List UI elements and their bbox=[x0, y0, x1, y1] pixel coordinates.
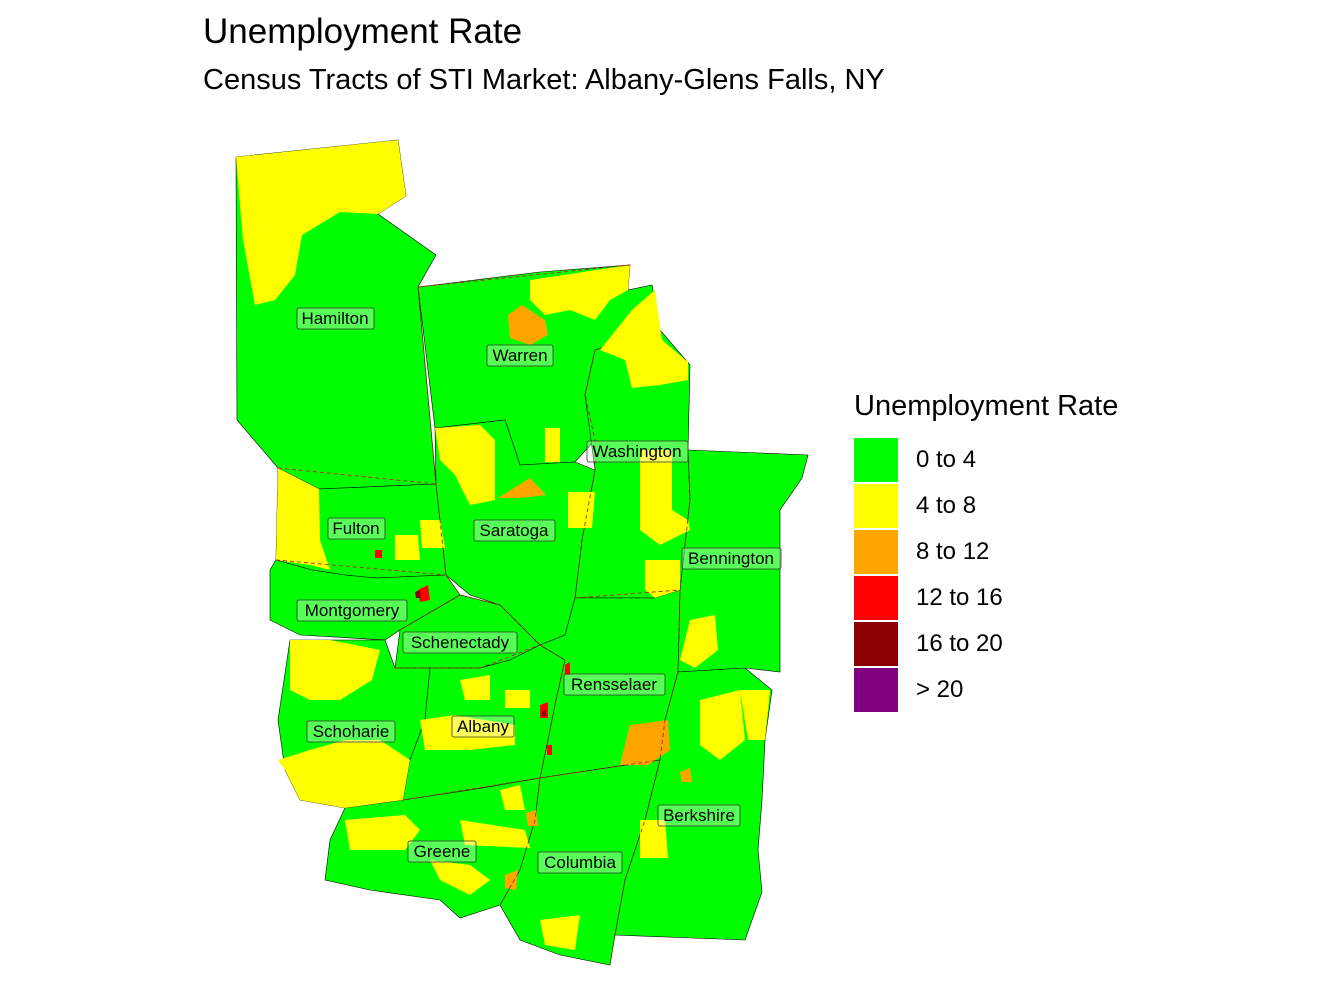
legend-swatch bbox=[854, 668, 898, 712]
svg-text:Rensselaer: Rensselaer bbox=[571, 675, 657, 694]
label-schenectady: Schenectady bbox=[402, 631, 518, 654]
legend-item-12-to-16: 12 to 16 bbox=[854, 575, 1118, 621]
svg-text:Montgomery: Montgomery bbox=[305, 601, 400, 620]
legend-label: > 20 bbox=[916, 676, 964, 703]
map-subtitle: Census Tracts of STI Market: Albany-Glen… bbox=[203, 64, 885, 96]
svg-text:Schoharie: Schoharie bbox=[313, 722, 390, 741]
label-saratoga: Saratoga bbox=[473, 519, 556, 542]
label-rensselaer: Rensselaer bbox=[563, 673, 666, 696]
label-columbia: Columbia bbox=[537, 851, 623, 874]
legend-swatch bbox=[854, 530, 898, 574]
county-borders bbox=[275, 264, 691, 936]
label-bennington: Bennington bbox=[681, 547, 782, 570]
label-montgomery: Montgomery bbox=[296, 599, 408, 622]
legend-swatch bbox=[854, 576, 898, 620]
legend-swatch bbox=[854, 622, 898, 666]
svg-text:Greene: Greene bbox=[414, 842, 471, 861]
legend-label: 4 to 8 bbox=[916, 492, 977, 519]
label-washington: Washington bbox=[586, 440, 689, 463]
svg-text:Schenectady: Schenectady bbox=[411, 633, 510, 652]
svg-text:Hamilton: Hamilton bbox=[301, 309, 368, 328]
legend-label: 16 to 20 bbox=[916, 630, 1003, 657]
svg-text:Fulton: Fulton bbox=[332, 519, 379, 538]
map-title: Unemployment Rate bbox=[203, 12, 523, 51]
tracts-16-to-20 bbox=[415, 590, 546, 716]
legend-swatch bbox=[854, 484, 898, 528]
legend-label: 8 to 12 bbox=[916, 538, 990, 565]
tracts-8-to-12 bbox=[498, 305, 692, 890]
tracts-4-to-8 bbox=[236, 140, 770, 950]
legend-item-over-20: > 20 bbox=[854, 667, 1118, 713]
svg-text:Berkshire: Berkshire bbox=[663, 806, 735, 825]
svg-text:Warren: Warren bbox=[492, 346, 547, 365]
legend-item-0-to-4: 0 to 4 bbox=[854, 437, 1118, 483]
legend-label: 12 to 16 bbox=[916, 584, 1003, 611]
legend-label: 0 to 4 bbox=[916, 446, 977, 473]
svg-text:Washington: Washington bbox=[592, 442, 681, 461]
svg-text:Saratoga: Saratoga bbox=[480, 521, 550, 540]
label-greene: Greene bbox=[407, 840, 477, 863]
county-labels: Hamilton Warren Washington Fulton Sarato… bbox=[296, 307, 782, 874]
legend: Unemployment Rate 0 to 4 4 to 8 8 to 12 … bbox=[854, 390, 1118, 713]
label-schoharie: Schoharie bbox=[306, 720, 396, 743]
label-berkshire: Berkshire bbox=[657, 804, 741, 827]
label-fulton: Fulton bbox=[327, 517, 386, 540]
legend-item-16-to-20: 16 to 20 bbox=[854, 621, 1118, 667]
legend-item-4-to-8: 4 to 8 bbox=[854, 483, 1118, 529]
label-albany: Albany bbox=[451, 715, 515, 738]
legend-swatch bbox=[854, 438, 898, 482]
svg-text:Albany: Albany bbox=[457, 717, 509, 736]
svg-text:Bennington: Bennington bbox=[688, 549, 774, 568]
legend-item-8-to-12: 8 to 12 bbox=[854, 529, 1118, 575]
label-hamilton: Hamilton bbox=[296, 307, 375, 330]
legend-title: Unemployment Rate bbox=[854, 390, 1119, 422]
label-warren: Warren bbox=[486, 344, 554, 367]
svg-text:Columbia: Columbia bbox=[544, 853, 616, 872]
